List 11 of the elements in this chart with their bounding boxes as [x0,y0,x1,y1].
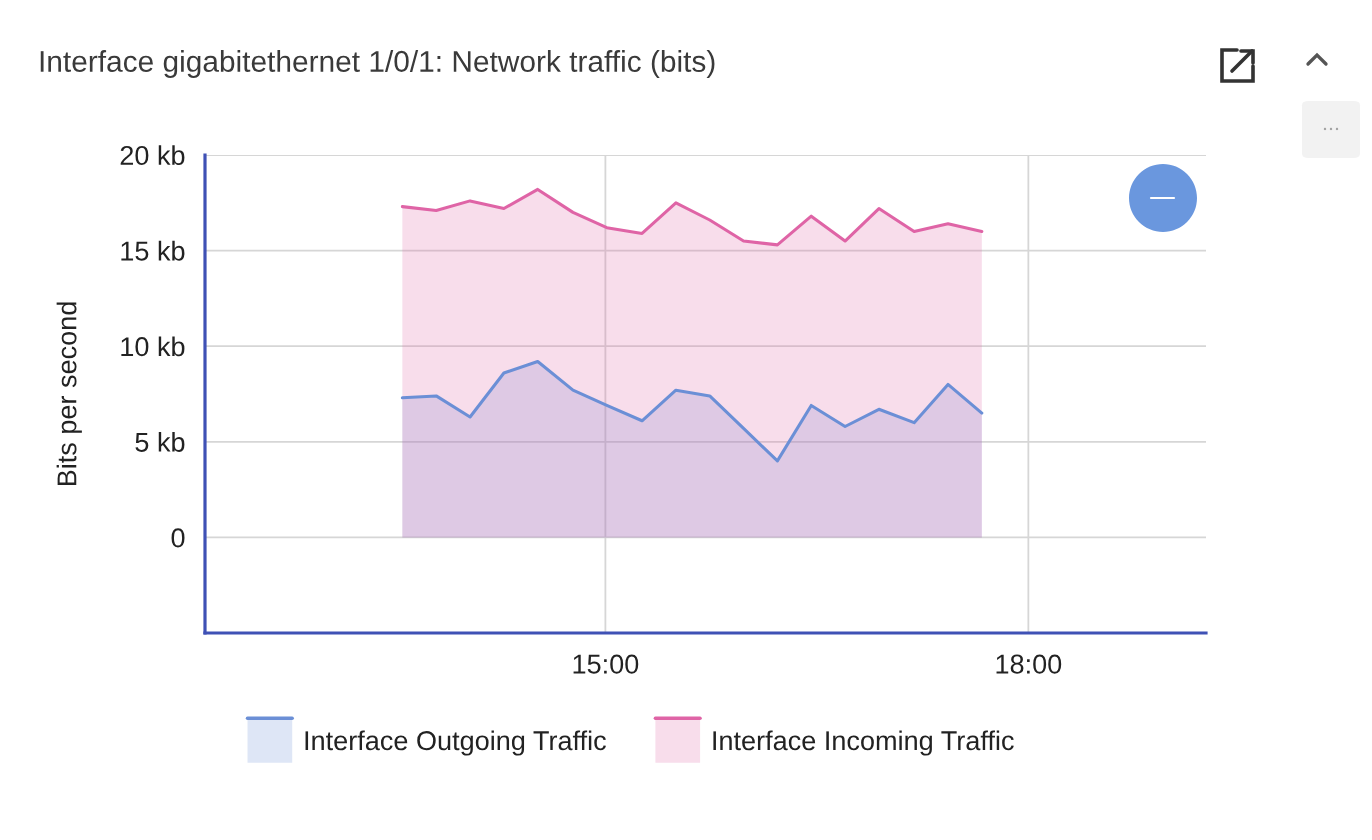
y-tick-label: 15 kb [121,240,185,261]
y-axis-title: Bits per second [56,302,82,486]
y-tick-label: 0 [171,528,185,548]
y-tick-label: 10 kb [121,336,185,357]
x-tick-label: 15:00 [573,654,639,674]
y-tick-label: 5 kb [135,431,185,452]
x-tick-label: 18:00 [996,654,1062,674]
chart-title: Interface gigabitethernet 1/0/1: Network traffic (bits) [40,50,715,78]
legend-label: Interface Incoming Traffic [713,730,1014,756]
y-tick-label: 20 kb [120,145,185,166]
legend-label: Interface Outgoing Traffic [305,730,606,756]
